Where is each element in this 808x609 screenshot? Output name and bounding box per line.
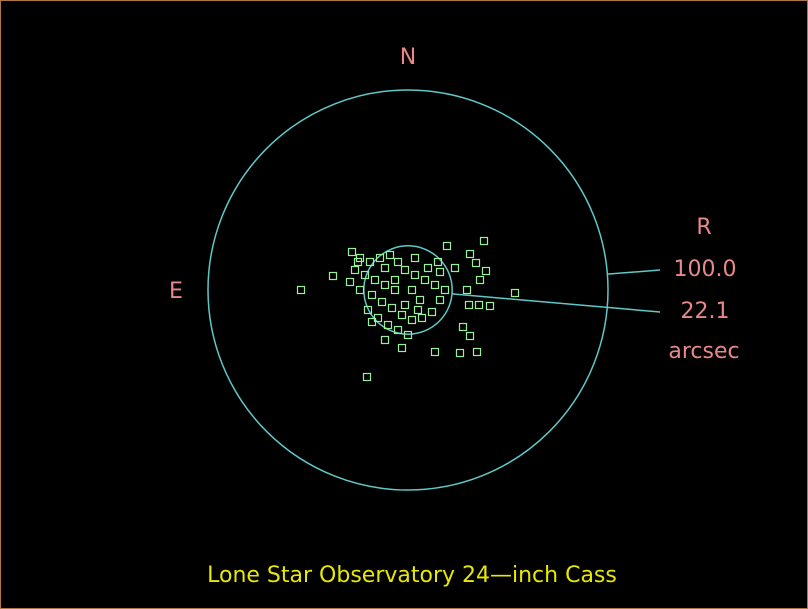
data-point: [435, 267, 445, 277]
data-point: [403, 330, 413, 340]
data-point: [390, 275, 400, 285]
data-point: [407, 285, 417, 295]
radius-heading: R: [696, 215, 711, 240]
east-label: E: [169, 279, 183, 304]
data-point: [410, 253, 420, 263]
radius-label: 22.1: [681, 299, 730, 324]
unit-label: arcsec: [668, 339, 739, 364]
north-label: N: [400, 45, 416, 70]
data-point: [367, 317, 377, 327]
leader-line: [607, 269, 661, 275]
data-point: [375, 253, 385, 263]
data-point: [472, 347, 482, 357]
data-point: [347, 247, 357, 257]
data-point: [367, 290, 377, 300]
data-point: [377, 297, 387, 307]
data-point: [430, 280, 440, 290]
data-point: [510, 288, 520, 298]
data-point: [328, 271, 338, 281]
data-point: [400, 265, 410, 275]
data-point: [413, 305, 423, 315]
leader-line: [451, 293, 661, 313]
data-point: [465, 331, 475, 341]
data-point: [355, 285, 365, 295]
data-point: [417, 313, 427, 323]
data-point: [464, 300, 474, 310]
data-point: [485, 301, 495, 311]
data-point: [410, 270, 420, 280]
data-point: [393, 325, 403, 335]
data-point: [360, 270, 370, 280]
data-point: [363, 305, 373, 315]
data-point: [450, 263, 460, 273]
data-point: [385, 250, 395, 260]
data-point: [365, 257, 375, 267]
data-point: [296, 285, 306, 295]
data-point: [440, 285, 450, 295]
data-point: [380, 280, 390, 290]
data-point: [458, 322, 468, 332]
data-point: [393, 257, 403, 267]
data-point: [442, 241, 452, 251]
data-point: [475, 275, 485, 285]
data-point: [435, 295, 445, 305]
data-point: [474, 300, 484, 310]
data-point: [397, 343, 407, 353]
data-point: [350, 265, 360, 275]
data-point: [427, 307, 437, 317]
data-point: [471, 258, 481, 268]
data-point: [383, 320, 393, 330]
chart-title: Lone Star Observatory 24—inch Cass: [207, 563, 617, 588]
data-point: [462, 285, 472, 295]
data-point: [380, 263, 390, 273]
data-point: [423, 263, 433, 273]
data-point: [481, 266, 491, 276]
data-point: [415, 295, 425, 305]
data-point: [370, 275, 380, 285]
data-point: [407, 315, 417, 325]
data-point: [433, 257, 443, 267]
data-point: [397, 310, 407, 320]
data-point: [353, 257, 363, 267]
data-point: [420, 275, 430, 285]
data-point: [380, 335, 390, 345]
data-point: [390, 285, 400, 295]
data-point: [455, 348, 465, 358]
data-point: [479, 236, 489, 246]
radius-circle: [207, 89, 609, 491]
data-point: [362, 372, 372, 382]
data-point: [465, 249, 475, 259]
data-point: [345, 277, 355, 287]
data-point: [430, 347, 440, 357]
data-point: [400, 300, 410, 310]
radius-label: 100.0: [674, 257, 737, 282]
data-point: [387, 303, 397, 313]
